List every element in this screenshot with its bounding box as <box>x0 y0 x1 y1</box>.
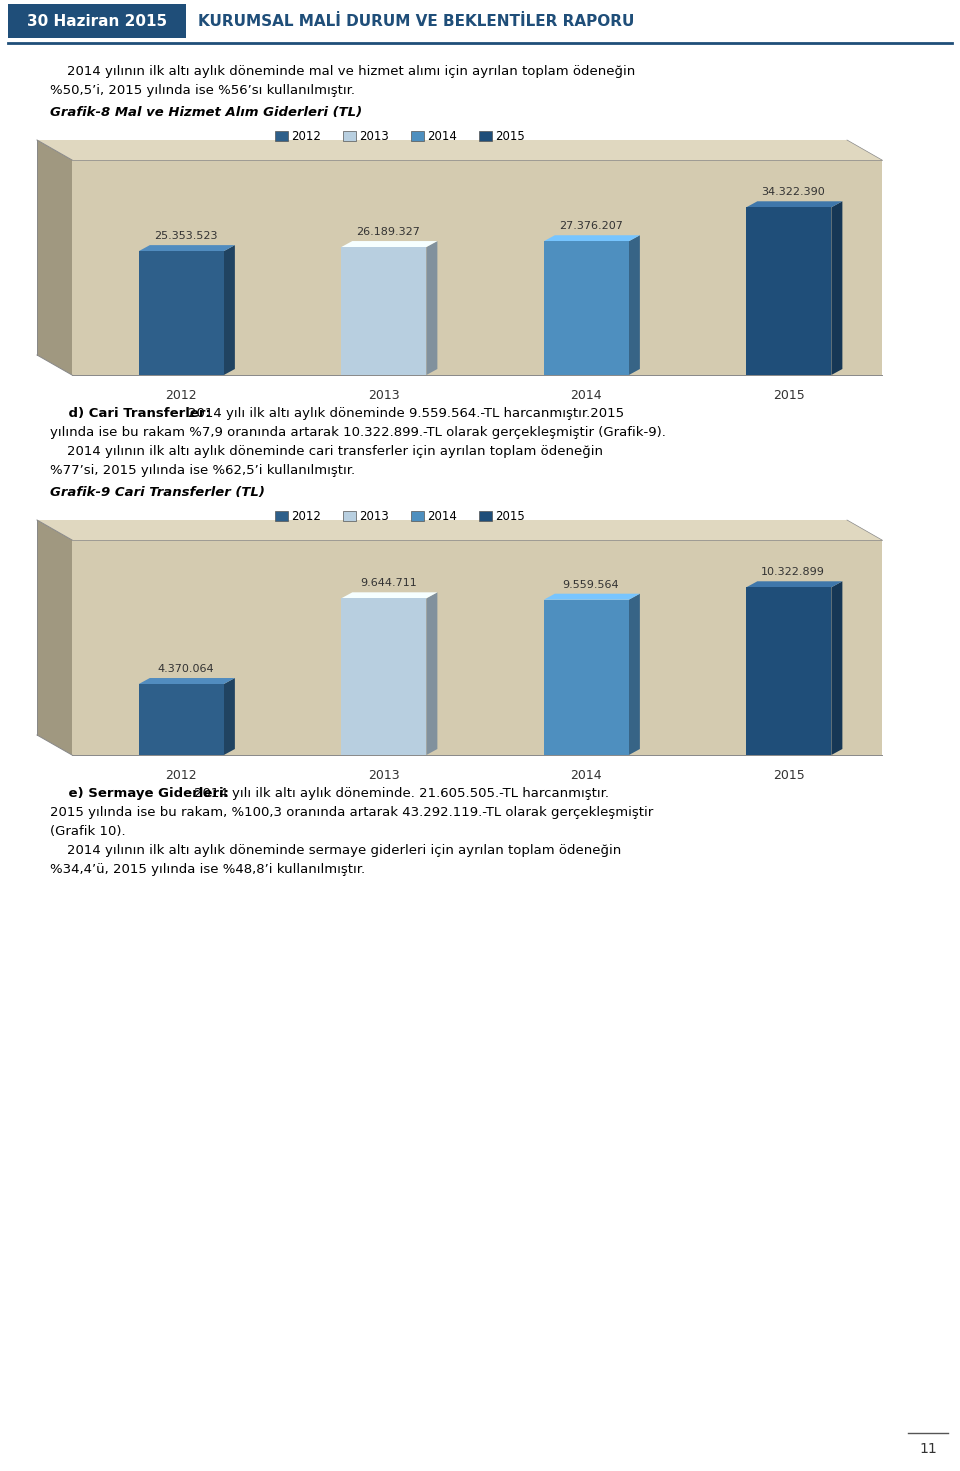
Polygon shape <box>37 521 72 755</box>
Polygon shape <box>543 594 640 600</box>
Text: 2013: 2013 <box>368 388 399 402</box>
Text: 9.644.711: 9.644.711 <box>360 578 417 588</box>
Text: 30 Haziran 2015: 30 Haziran 2015 <box>27 13 167 28</box>
Bar <box>479 131 492 141</box>
Polygon shape <box>37 521 882 540</box>
Text: 2015: 2015 <box>773 388 804 402</box>
Bar <box>275 510 288 521</box>
Text: KURUMSAL MALİ DURUM VE BEKLENTİLER RAPORU: KURUMSAL MALİ DURUM VE BEKLENTİLER RAPOR… <box>198 13 635 28</box>
Text: 2012: 2012 <box>291 509 321 522</box>
Polygon shape <box>831 581 842 755</box>
Text: d) Cari Transferler:: d) Cari Transferler: <box>50 407 211 421</box>
Text: Grafik-8 Mal ve Hizmet Alım Giderleri (TL): Grafik-8 Mal ve Hizmet Alım Giderleri (T… <box>50 106 362 119</box>
Text: 9.559.564: 9.559.564 <box>563 580 619 590</box>
Text: 2014 yılı ilk altı aylık döneminde 9.559.564.-TL harcanmıştır.2015: 2014 yılı ilk altı aylık döneminde 9.559… <box>188 407 624 421</box>
Bar <box>72 540 882 755</box>
Text: e) Sermaye Giderleri:: e) Sermaye Giderleri: <box>50 787 229 800</box>
Bar <box>342 247 426 375</box>
Bar <box>72 160 882 375</box>
Bar <box>479 510 492 521</box>
Polygon shape <box>37 140 72 375</box>
Text: 10.322.899: 10.322.899 <box>761 568 826 577</box>
Polygon shape <box>629 235 640 375</box>
Text: 2012: 2012 <box>165 769 197 783</box>
Bar <box>8 4 186 38</box>
Bar <box>343 131 356 141</box>
Text: 26.189.327: 26.189.327 <box>356 227 420 237</box>
Bar <box>746 587 831 755</box>
Text: 2014 yılının ilk altı aylık döneminde cari transferler için ayrılan toplam ödene: 2014 yılının ilk altı aylık döneminde ca… <box>50 446 603 457</box>
Text: Grafik-9 Cari Transferler (TL): Grafik-9 Cari Transferler (TL) <box>50 485 265 499</box>
Bar <box>543 600 629 755</box>
Bar <box>0 0 960 43</box>
Polygon shape <box>746 202 842 207</box>
Bar <box>343 510 356 521</box>
Text: 2014 yılı ilk altı aylık döneminde. 21.605.505.-TL harcanmıştır.: 2014 yılı ilk altı aylık döneminde. 21.6… <box>194 787 609 800</box>
Polygon shape <box>139 678 235 684</box>
Text: 2015: 2015 <box>495 509 525 522</box>
Text: 2013: 2013 <box>368 769 399 783</box>
Bar <box>139 684 224 755</box>
Text: 2014 yılının ilk altı aylık döneminde mal ve hizmet alımı için ayrılan toplam öd: 2014 yılının ilk altı aylık döneminde ma… <box>50 65 636 78</box>
Text: 2012: 2012 <box>291 129 321 143</box>
Polygon shape <box>139 246 235 252</box>
Text: yılında ise bu rakam %7,9 oranında artarak 10.322.899.-TL olarak gerçekleşmiştir: yılında ise bu rakam %7,9 oranında artar… <box>50 427 666 438</box>
Text: 2014: 2014 <box>427 509 457 522</box>
Text: 2015 yılında ise bu rakam, %100,3 oranında artarak 43.292.119.-TL olarak gerçekl: 2015 yılında ise bu rakam, %100,3 oranın… <box>50 806 653 819</box>
Bar <box>139 252 224 375</box>
Polygon shape <box>746 581 842 587</box>
Text: 2013: 2013 <box>359 129 389 143</box>
Polygon shape <box>426 241 438 375</box>
Polygon shape <box>37 140 882 160</box>
Text: (Grafik 10).: (Grafik 10). <box>50 825 126 838</box>
Text: 11: 11 <box>919 1442 937 1456</box>
Text: 2015: 2015 <box>773 769 804 783</box>
Polygon shape <box>224 246 235 375</box>
Text: 2012: 2012 <box>165 388 197 402</box>
Bar <box>543 241 629 375</box>
Bar <box>342 599 426 755</box>
Text: %77’si, 2015 yılında ise %62,5’i kullanılmıştır.: %77’si, 2015 yılında ise %62,5’i kullanı… <box>50 463 355 477</box>
Bar <box>275 131 288 141</box>
Polygon shape <box>831 202 842 375</box>
Text: 2014: 2014 <box>570 388 602 402</box>
Text: 4.370.064: 4.370.064 <box>157 663 214 674</box>
Polygon shape <box>342 241 438 247</box>
Text: 27.376.207: 27.376.207 <box>559 221 623 231</box>
Text: %50,5’i, 2015 yılında ise %56’sı kullanılmıştır.: %50,5’i, 2015 yılında ise %56’sı kullanı… <box>50 84 355 97</box>
Text: 34.322.390: 34.322.390 <box>761 187 826 197</box>
Polygon shape <box>543 235 640 241</box>
Text: 2014: 2014 <box>427 129 457 143</box>
Text: %34,4’ü, 2015 yılında ise %48,8’i kullanılmıştır.: %34,4’ü, 2015 yılında ise %48,8’i kullan… <box>50 863 365 877</box>
Text: 2014 yılının ilk altı aylık döneminde sermaye giderleri için ayrılan toplam öden: 2014 yılının ilk altı aylık döneminde se… <box>50 844 621 858</box>
Polygon shape <box>629 594 640 755</box>
Text: 2015: 2015 <box>495 129 525 143</box>
Bar <box>411 510 424 521</box>
Polygon shape <box>342 593 438 599</box>
Text: 25.353.523: 25.353.523 <box>154 231 218 241</box>
Text: 2013: 2013 <box>359 509 389 522</box>
Bar <box>746 207 831 375</box>
Polygon shape <box>224 678 235 755</box>
Bar <box>411 131 424 141</box>
Text: 2014: 2014 <box>570 769 602 783</box>
Polygon shape <box>426 593 438 755</box>
